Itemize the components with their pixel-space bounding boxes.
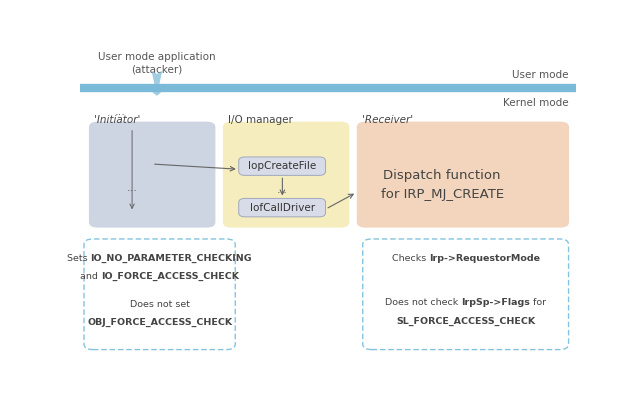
Text: IopCreateFile: IopCreateFile <box>248 161 316 171</box>
FancyBboxPatch shape <box>356 122 569 227</box>
Text: for: for <box>530 298 547 307</box>
FancyBboxPatch shape <box>223 122 349 227</box>
FancyBboxPatch shape <box>84 239 236 350</box>
Text: IO_NO_PARAMETER_CHECKING: IO_NO_PARAMETER_CHECKING <box>91 253 252 263</box>
Text: ...: ... <box>277 185 288 195</box>
Text: Does not set: Does not set <box>130 300 189 308</box>
Text: ...: ... <box>115 107 126 117</box>
FancyBboxPatch shape <box>239 157 326 176</box>
Text: Irp->RequestorMode: Irp->RequestorMode <box>429 253 540 263</box>
Text: Checks: Checks <box>392 253 429 263</box>
Text: IofCallDriver: IofCallDriver <box>250 203 315 213</box>
Text: Sets: Sets <box>67 253 91 263</box>
Text: I/O manager: I/O manager <box>228 115 292 125</box>
Text: and: and <box>80 272 101 281</box>
Text: Kernel mode: Kernel mode <box>503 98 568 108</box>
Text: OBJ_FORCE_ACCESS_CHECK: OBJ_FORCE_ACCESS_CHECK <box>87 318 232 327</box>
FancyBboxPatch shape <box>239 198 326 217</box>
Text: User mode: User mode <box>512 70 568 80</box>
Text: Dispatch function
for IRP_MJ_CREATE: Dispatch function for IRP_MJ_CREATE <box>381 169 504 201</box>
Text: ...: ... <box>127 183 138 193</box>
FancyBboxPatch shape <box>89 122 216 227</box>
Text: IrpSp->Flags: IrpSp->Flags <box>461 298 530 307</box>
Text: 'Initiator': 'Initiator' <box>94 115 140 125</box>
Text: Does not check: Does not check <box>385 298 461 307</box>
FancyBboxPatch shape <box>363 239 568 350</box>
Text: 'Receiver': 'Receiver' <box>362 115 413 125</box>
Text: User mode application
(attacker): User mode application (attacker) <box>98 53 216 74</box>
Text: IO_FORCE_ACCESS_CHECK: IO_FORCE_ACCESS_CHECK <box>101 272 239 281</box>
Text: SL_FORCE_ACCESS_CHECK: SL_FORCE_ACCESS_CHECK <box>396 316 535 326</box>
